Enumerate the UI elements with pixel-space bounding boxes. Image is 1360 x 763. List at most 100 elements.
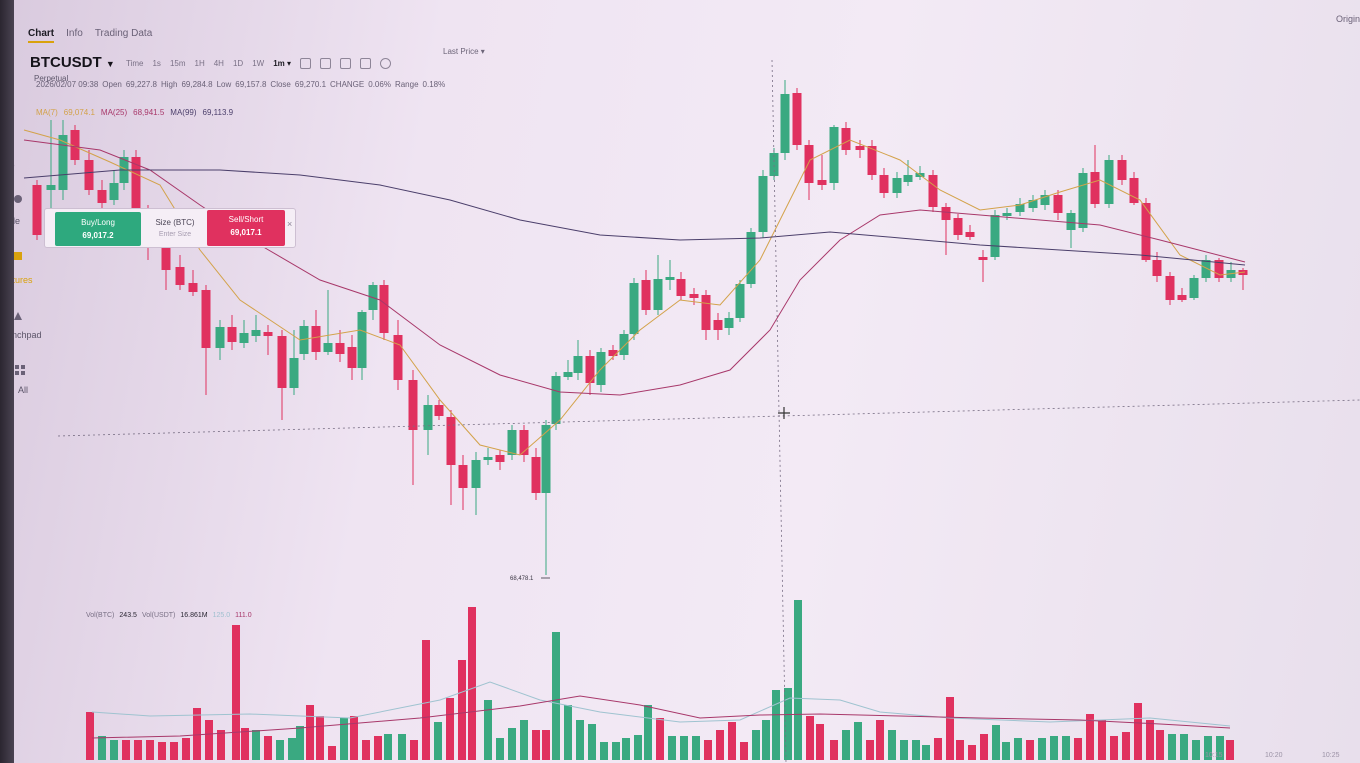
volume-bar xyxy=(264,736,272,760)
origin-label[interactable]: Origin xyxy=(1335,14,1360,24)
candle-body xyxy=(1117,160,1127,180)
indicator-icon[interactable] xyxy=(320,58,332,69)
low-value: 69,157.8 xyxy=(235,80,267,89)
volume-bar xyxy=(86,712,94,760)
candle-body xyxy=(1078,173,1088,228)
candle-body xyxy=(458,465,468,488)
sidebar-item-launchpad[interactable]: aunchpad xyxy=(2,330,42,340)
crosshair-horizontal xyxy=(57,399,1360,437)
chart-type-icon[interactable] xyxy=(340,58,352,69)
candle-body xyxy=(780,94,790,153)
interval-selected-label: 1m xyxy=(273,59,285,68)
buy-label: Buy/Long xyxy=(81,218,115,227)
interval-1d[interactable]: 1D xyxy=(232,59,244,68)
sell-short-button[interactable]: Sell/Short 69,017.1 xyxy=(207,210,285,246)
candle-body xyxy=(175,267,185,285)
drawing-icon[interactable] xyxy=(360,58,372,69)
candle-body xyxy=(32,185,42,235)
calendar-icon[interactable] xyxy=(300,58,312,69)
last-price-dropdown[interactable]: Last Price ▾ xyxy=(443,47,485,56)
volume-bar xyxy=(716,730,724,760)
volume-bar xyxy=(276,740,284,760)
candle-body xyxy=(311,326,321,352)
volume-bar xyxy=(680,736,688,760)
time-tick: 10:15 xyxy=(1205,752,1223,759)
size-input[interactable]: Enter Size xyxy=(158,231,192,238)
candle-body xyxy=(1066,213,1076,230)
volume-bar xyxy=(622,738,630,760)
volume-bar xyxy=(830,740,838,760)
candle-body xyxy=(735,284,745,318)
ma7-line xyxy=(23,129,1246,456)
volume-bar xyxy=(110,740,118,760)
close-icon[interactable]: × xyxy=(287,219,293,229)
interval-15m[interactable]: 15m xyxy=(169,59,186,68)
candle-body xyxy=(641,280,651,310)
ma99-label: MA(99) xyxy=(170,108,197,117)
candle-body xyxy=(227,327,237,342)
quick-trade-panel: Buy/Long 69,017.2 Size (BTC) Enter Size … xyxy=(44,208,296,248)
interval-selected[interactable]: 1m ▾ xyxy=(273,59,292,68)
candle-body xyxy=(903,175,913,182)
candle-body xyxy=(1053,195,1063,213)
volume-bar xyxy=(1002,742,1010,760)
interval-1s[interactable]: 1s xyxy=(152,59,161,68)
volume-bar xyxy=(146,740,154,760)
symbol-selector[interactable]: BTCUSDT ▼ xyxy=(30,54,115,71)
ma25-line xyxy=(23,139,1246,396)
vol-usdt-value: 16.861M xyxy=(180,612,208,619)
volume-bar xyxy=(912,740,920,760)
volume-bar xyxy=(794,600,802,760)
last-price-label: Last Price xyxy=(443,47,479,56)
volume-bar xyxy=(316,716,324,760)
candle-body xyxy=(277,336,287,388)
interval-4h[interactable]: 4H xyxy=(213,59,224,68)
volume-bar xyxy=(1134,703,1142,760)
candle-body xyxy=(1165,276,1175,300)
tab-chart[interactable]: Chart xyxy=(28,28,55,43)
close-label: Close xyxy=(270,80,291,89)
sidebar-item-all[interactable]: All xyxy=(18,385,28,395)
volume-bar xyxy=(1146,720,1154,760)
sidebar-item-futures[interactable]: Futures xyxy=(2,275,33,285)
candle-body xyxy=(1028,200,1038,208)
candle-body xyxy=(713,320,723,330)
candle-body xyxy=(619,334,629,355)
volume-bar xyxy=(934,738,942,760)
volume-bar xyxy=(362,740,370,760)
tab-trading-data[interactable]: Trading Data xyxy=(94,28,153,39)
candle-body xyxy=(792,93,802,145)
candle-body xyxy=(724,318,734,328)
candle-body xyxy=(689,294,699,298)
candle-body xyxy=(758,176,768,232)
volume-bar xyxy=(410,740,418,760)
sidebar-label: aunchpad xyxy=(2,330,42,340)
futures-icon xyxy=(12,250,24,262)
candle-body xyxy=(408,380,418,430)
volume-bar xyxy=(288,738,296,760)
tab-info[interactable]: Info xyxy=(66,28,83,39)
candle-body xyxy=(215,327,225,348)
volume-bar xyxy=(1026,740,1034,760)
volume-bar xyxy=(612,742,620,760)
interval-1h[interactable]: 1H xyxy=(194,59,205,68)
interval-1w[interactable]: 1W xyxy=(252,59,265,68)
candle-body xyxy=(551,376,561,424)
volume-bar xyxy=(296,726,304,760)
volume-bar xyxy=(842,730,850,760)
settings-icon[interactable] xyxy=(380,58,392,69)
chevron-down-icon: ▼ xyxy=(105,59,115,69)
buy-long-button[interactable]: Buy/Long 69,017.2 xyxy=(55,212,141,246)
crosshair-vertical xyxy=(771,59,787,763)
size-field[interactable]: Size (BTC) Enter Size xyxy=(147,218,203,238)
volume-bar xyxy=(1192,740,1200,760)
candle-body xyxy=(84,160,94,190)
candle-body xyxy=(855,146,865,150)
low-marker-label: 68,478.1 xyxy=(510,576,534,582)
volume-bar xyxy=(241,728,249,760)
candle-body xyxy=(471,460,481,488)
volume-bar xyxy=(458,660,466,760)
trade-icon xyxy=(12,193,24,205)
candle-body xyxy=(531,457,541,493)
